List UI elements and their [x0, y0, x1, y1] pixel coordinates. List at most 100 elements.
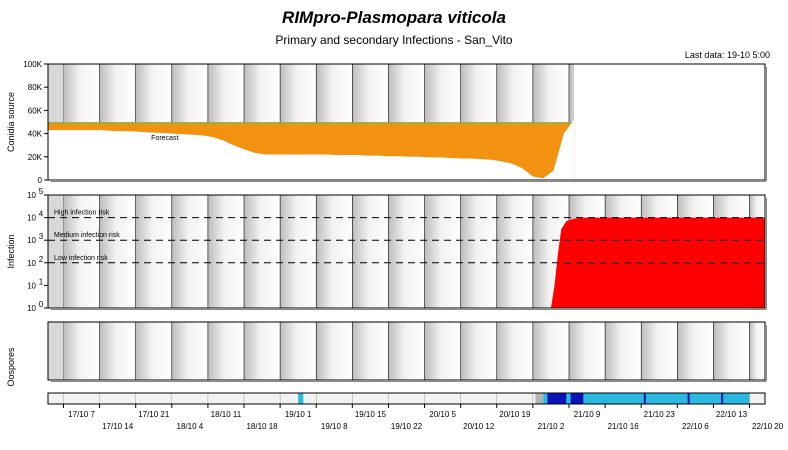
threshold-label: High infection risk — [54, 210, 110, 217]
source-ytick-label: 60K — [28, 106, 43, 115]
oospores-column — [749, 322, 765, 380]
timeline-segment — [570, 393, 584, 404]
xtick-label-top: 21/10 23 — [644, 410, 676, 419]
source-ytick-label: 100K — [23, 60, 42, 69]
infection-column — [316, 195, 353, 308]
oospores-column — [207, 322, 245, 380]
oospores-column — [63, 322, 100, 380]
xtick-label-bottom: 22/10 6 — [682, 422, 709, 431]
infection-ytick-exponent: 4 — [39, 210, 44, 219]
infection-column — [388, 195, 425, 308]
oospores-column — [171, 322, 208, 380]
infection-column — [171, 195, 208, 308]
xtick-label-bottom: 18/10 4 — [177, 422, 204, 431]
infection-column — [244, 195, 281, 308]
infection-ytick-label: 10 — [27, 191, 36, 200]
infection-ytick-exponent: 5 — [39, 187, 44, 196]
oospores-column — [641, 322, 678, 380]
infection-ytick-exponent: 0 — [39, 300, 44, 309]
infection-column — [424, 195, 461, 308]
oospores-column — [48, 322, 64, 380]
xtick-label-bottom: 18/10 18 — [246, 422, 278, 431]
timeline-marker — [643, 393, 646, 404]
infection-column — [48, 195, 64, 308]
oospores-column — [316, 322, 353, 380]
xtick-label-bottom: 20/10 12 — [463, 422, 495, 431]
oospores-column — [244, 322, 281, 380]
xtick-label-bottom: 21/10 2 — [538, 422, 565, 431]
threshold-label: Low infection risk — [54, 255, 108, 262]
source-ytick-label: 80K — [28, 83, 43, 92]
timeline-segment — [566, 393, 571, 404]
source-ytick-label: 40K — [28, 130, 43, 139]
source-ytick-label: 20K — [28, 153, 43, 162]
threshold-label: Medium infection risk — [54, 232, 120, 239]
timeline-segment — [583, 393, 750, 404]
source-ylabel: Conidia source — [6, 92, 16, 152]
xtick-label-top: 21/10 9 — [574, 410, 601, 419]
chart-subtitle: Primary and secondary Infections - San_V… — [275, 33, 513, 47]
chart-title: RIMpro-Plasmopara viticola — [282, 8, 506, 27]
oospores-column — [99, 322, 136, 380]
timeline-marker — [687, 393, 690, 404]
xtick-label-bottom: 19/10 22 — [391, 422, 423, 431]
xtick-label-top: 20/10 19 — [499, 410, 531, 419]
infection-ylabel: Infection — [6, 234, 16, 268]
oospores-column — [568, 322, 606, 380]
last-data-label: Last data: 19-10 5:00 — [684, 50, 770, 60]
xtick-label-top: 19/10 15 — [355, 410, 387, 419]
infection-ytick-label: 10 — [27, 281, 36, 290]
infection-column — [496, 195, 533, 308]
infection-ytick-label: 10 — [27, 236, 36, 245]
oospores-column — [677, 322, 714, 380]
oospores-column — [388, 322, 425, 380]
oospores-column — [424, 322, 461, 380]
infection-column — [99, 195, 136, 308]
oospores-column — [280, 322, 317, 380]
xtick-label-bottom: 21/10 16 — [608, 422, 640, 431]
oospores-column — [532, 322, 569, 380]
oospores-column — [605, 322, 642, 380]
oospores-column — [352, 322, 389, 380]
xtick-label-bottom: 22/10 20 — [752, 422, 784, 431]
xtick-label-top: 17/10 21 — [138, 410, 170, 419]
infection-ytick-label: 10 — [27, 304, 36, 313]
infection-ytick-exponent: 3 — [39, 232, 44, 241]
forecast-label: Forecast — [151, 135, 178, 142]
infection-column — [135, 195, 172, 308]
timeline-segment — [547, 393, 567, 404]
oospores-column — [135, 322, 172, 380]
xtick-label-top: 20/10 5 — [429, 410, 456, 419]
source-under-area — [48, 119, 575, 180]
infection-ytick-exponent: 2 — [39, 255, 44, 264]
source-ytick-label: 0 — [38, 176, 43, 185]
xtick-label-top: 19/10 1 — [285, 410, 312, 419]
infection-column — [207, 195, 245, 308]
infection-column — [280, 195, 317, 308]
timeline-bg — [48, 393, 765, 404]
timeline-segment — [535, 393, 544, 404]
oospores-column — [460, 322, 497, 380]
timeline-marker — [721, 393, 724, 404]
infection-ytick-label: 10 — [27, 214, 36, 223]
infection-ytick-exponent: 1 — [39, 277, 44, 286]
oospores-column — [496, 322, 533, 380]
infection-ytick-label: 10 — [27, 259, 36, 268]
infection-column — [63, 195, 100, 308]
timeline-segment — [298, 393, 304, 404]
xtick-label-top: 22/10 13 — [716, 410, 748, 419]
xtick-label-top: 17/10 7 — [68, 410, 95, 419]
xtick-label-top: 18/10 11 — [211, 410, 242, 419]
xtick-label-bottom: 17/10 14 — [102, 422, 134, 431]
infection-column — [460, 195, 497, 308]
infection-column — [352, 195, 389, 308]
source-blank-region — [574, 64, 765, 180]
timeline-segment — [543, 393, 548, 404]
infection-series-area — [48, 217, 765, 308]
source-series-area — [48, 119, 575, 179]
oospores-column — [713, 322, 750, 380]
oospores-ylabel: Oospores — [6, 347, 16, 387]
xtick-label-bottom: 19/10 8 — [321, 422, 348, 431]
